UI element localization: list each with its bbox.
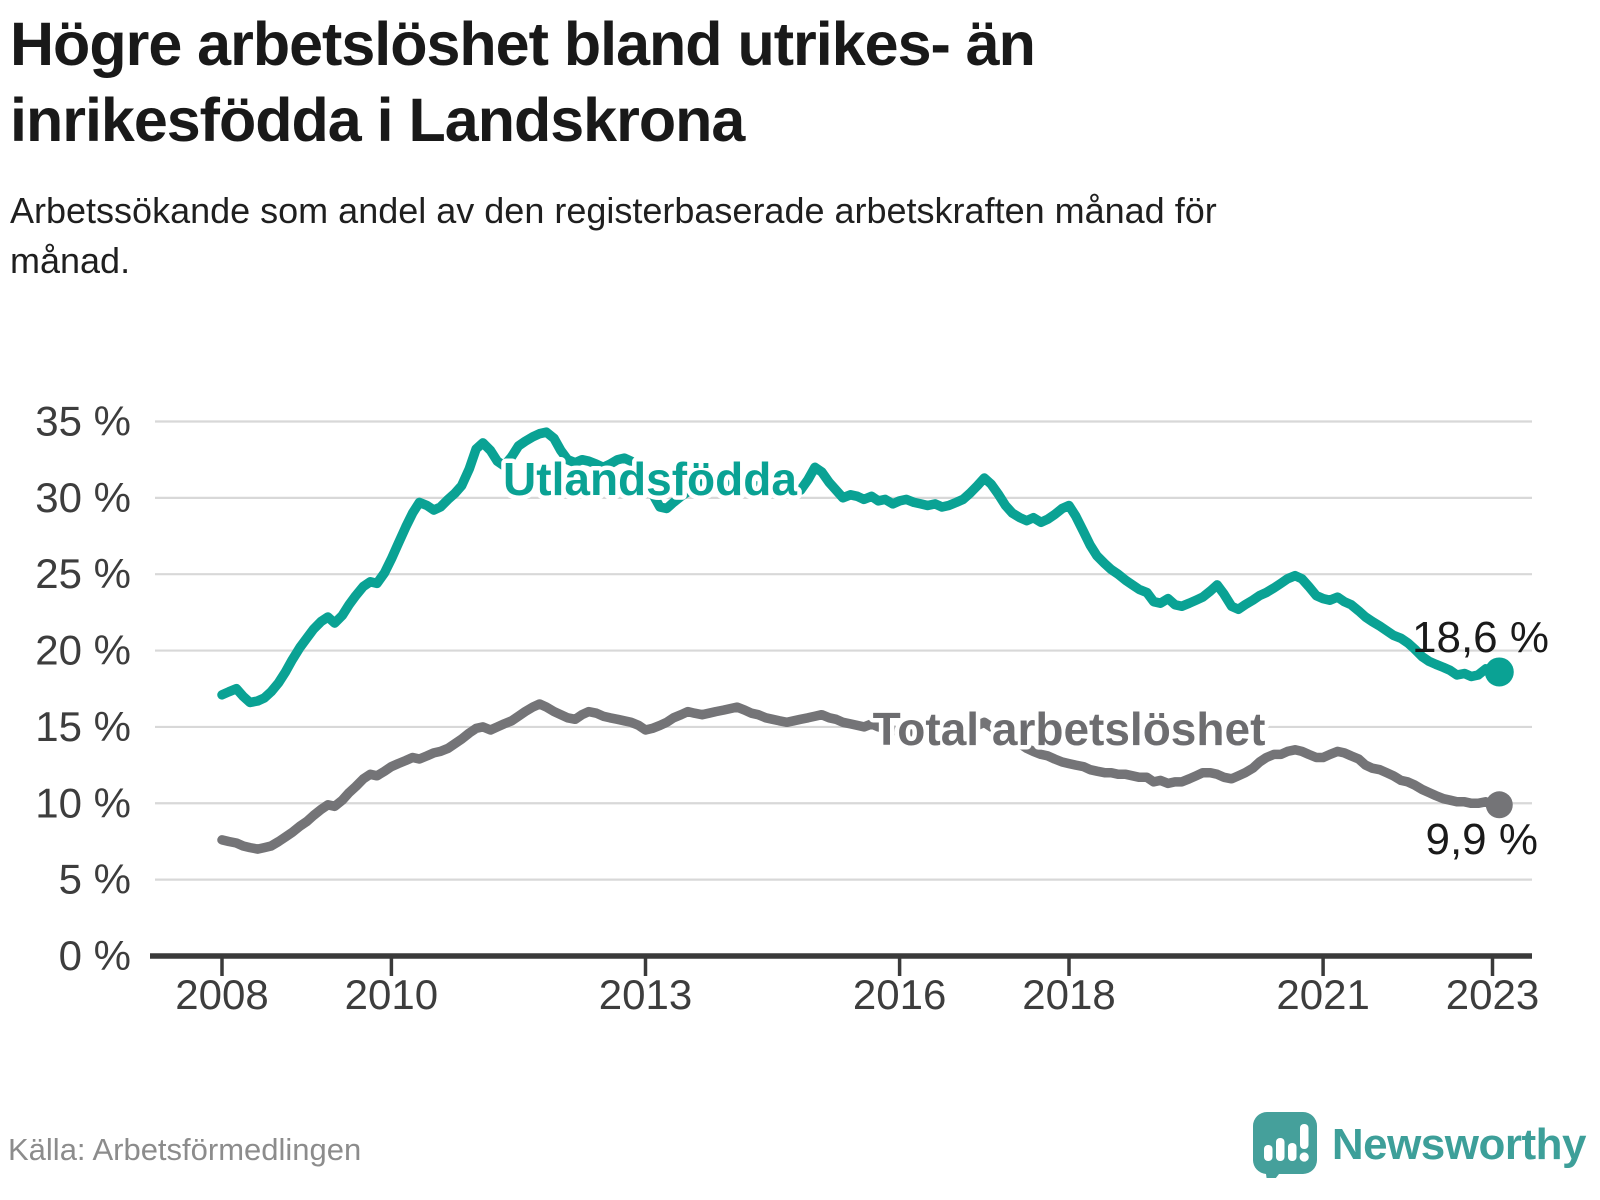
y-tick-label: 0 % [59,932,131,979]
y-tick-label: 15 % [35,703,131,750]
x-tick-label: 2013 [599,971,692,1018]
end-value-label-utlandsfodda: 18,6 % [1412,613,1549,662]
x-tick-label: 2008 [175,971,268,1018]
chart-subtitle: Arbetssökande som andel av den registerb… [10,190,1217,281]
series-line-utlandsfodda [217,427,1505,708]
y-tick-label: 5 % [59,856,131,903]
series-end-dot-total-arbetsloshet [1485,791,1513,819]
chart-headline: Högre arbetslöshet bland utrikes- än inr… [10,10,1036,155]
x-tick-label: 2023 [1446,971,1539,1018]
x-tick-label: 2010 [345,971,438,1018]
y-tick-label: 30 % [35,474,131,521]
end-value-label-total-arbetsloshet: 9,9 % [1425,815,1538,864]
bar-chart-speech-bubble-icon [1252,1112,1317,1178]
series-line-total-arbetsloshet [217,699,1505,854]
y-tick-label: 35 % [35,397,131,444]
y-tick-label: 25 % [35,550,131,597]
brand-logo: Newsworthy [1252,1112,1587,1178]
series-label-utlandsfodda: Utlandsfödda [503,453,797,505]
y-tick-label: 20 % [35,627,131,674]
series-end-dot-utlandsfodda [1484,657,1514,687]
brand-name: Newsworthy [1331,1120,1587,1169]
x-tick-label: 2021 [1276,971,1369,1018]
y-tick-label: 10 % [35,779,131,826]
x-tick-label: 2016 [853,971,946,1018]
source-note: Källa: Arbetsförmedlingen [8,1132,362,1167]
x-tick-label: 2018 [1022,971,1115,1018]
series-label-total-arbetsloshet: Total arbetslöshet [873,703,1266,755]
